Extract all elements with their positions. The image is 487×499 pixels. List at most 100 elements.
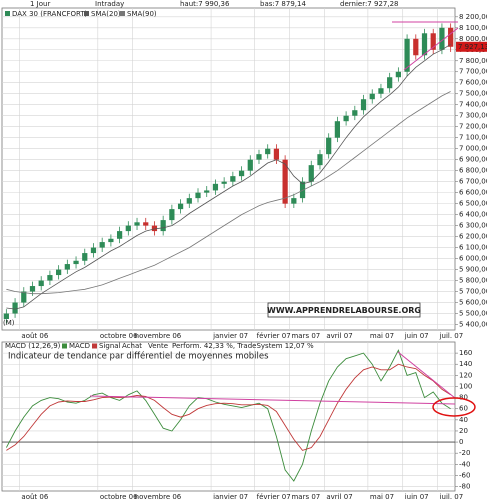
candle-body [3, 313, 9, 320]
x-tick-label: juin 07 [404, 332, 429, 340]
legend-swatch [62, 343, 67, 349]
x-tick-label: avril 07 [326, 332, 352, 340]
y-tick-label: -60 [459, 471, 470, 479]
x-tick-label: novembre 06 [135, 332, 182, 340]
candle-body [238, 170, 245, 177]
y-tick-label: 6 100,00 [459, 244, 487, 252]
candle-body [265, 148, 271, 155]
y-tick-label: 7 800,00 [459, 57, 487, 65]
y-tick-label: 7 000,00 [459, 145, 487, 153]
candle-body [421, 33, 428, 56]
y-tick-label: 80 [459, 394, 468, 402]
y-tick-label: 6 000,00 [459, 255, 487, 263]
y-tick-label: 5 400,00 [459, 321, 487, 329]
y-tick-label: 140 [459, 360, 472, 368]
x-tick-label: mars 07 [291, 332, 320, 340]
header-info: Intraday [95, 0, 124, 8]
y-tick-label: 40 [459, 416, 468, 424]
y-tick-label: 7 400,00 [459, 101, 487, 109]
x-tick-label: octobre 06 [100, 493, 138, 499]
candle-body [230, 176, 236, 182]
candle-body [47, 275, 53, 281]
candle-body [177, 203, 184, 210]
candle-body [21, 291, 27, 303]
header-info: 1 Jour [30, 0, 50, 8]
y-tick-label: 100 [459, 382, 472, 390]
y-tick-label: 6 300,00 [459, 222, 487, 230]
macd-line [6, 363, 451, 451]
candle-body [134, 222, 140, 226]
y-tick-label: 7 300,00 [459, 112, 487, 120]
x-tick-label: mai 07 [370, 332, 394, 340]
y-tick-label: 0 [459, 438, 463, 446]
header-info: bas:7 879,14 [260, 0, 306, 8]
candle-body [73, 260, 79, 265]
x-tick-label: avril 07 [326, 493, 352, 499]
y-tick-label: 7 100,00 [459, 134, 487, 142]
y-tick-label: 8 200,00 [459, 13, 487, 21]
candle-body [125, 225, 131, 232]
period-label: (M) [3, 319, 15, 327]
trend-line [403, 27, 459, 71]
legend-label: Achat [122, 342, 142, 350]
y-tick-label: 7 200,00 [459, 123, 487, 131]
candle-body [212, 183, 219, 191]
legend-label: MACD [69, 342, 90, 350]
y-tick-label: -80 [459, 483, 470, 491]
candle-body [439, 27, 445, 50]
y-tick-label: 6 400,00 [459, 211, 487, 219]
candle-body [99, 242, 105, 248]
sma-line [6, 43, 451, 310]
candle-body [29, 286, 36, 292]
candle-body [404, 38, 410, 72]
legend-swatch [92, 343, 97, 349]
candle-body [38, 280, 44, 287]
x-tick-label: juil. 07 [439, 332, 464, 340]
candle-body [413, 38, 419, 56]
last-price-label: 7 927,13 [458, 43, 487, 51]
candle-body [256, 154, 262, 160]
y-tick-label: 20 [459, 427, 468, 435]
header-info: dernier:7 927,28 [340, 0, 398, 8]
candle-body [82, 253, 88, 261]
trend-line [89, 395, 456, 405]
candle-body [247, 159, 253, 171]
candle-body [360, 99, 367, 111]
annotation: Indicateur de tendance par différentiel … [8, 351, 269, 362]
y-tick-label: 7 500,00 [459, 90, 487, 98]
candle-body [143, 222, 149, 226]
legend-label: MACD (12,26,9) [5, 342, 61, 350]
macd-panel [1, 341, 456, 492]
candle-body [108, 238, 114, 243]
y-tick-label: 5 800,00 [459, 277, 487, 285]
y-tick-label: -20 [459, 449, 470, 457]
x-tick-label: juil. 07 [439, 493, 464, 499]
watermark: WWW.APPRENDRELABOURSE.ORG [267, 306, 421, 315]
y-tick-label: 6 500,00 [459, 200, 487, 208]
x-tick-label: février 07 [257, 332, 291, 340]
candle-body [387, 77, 393, 89]
candle-body [317, 154, 323, 166]
candle-body [282, 159, 288, 204]
candle-body [291, 198, 297, 204]
candle-body [56, 269, 62, 276]
legend-swatch [84, 11, 89, 16]
y-tick-label: 120 [459, 371, 472, 379]
y-tick-label: 8 000,00 [459, 35, 487, 43]
header-info: haut:7 990,36 [180, 0, 230, 8]
candle-body [204, 190, 210, 193]
trend-line [397, 351, 456, 399]
x-tick-label: juin 07 [404, 493, 429, 499]
y-tick-label: 7 600,00 [459, 79, 487, 87]
last-price-box [456, 41, 487, 52]
candle-body [378, 88, 384, 94]
candle-body [369, 93, 375, 100]
watermark-box [267, 302, 421, 318]
legend-label: Signal [99, 342, 121, 350]
candle-body [160, 220, 166, 232]
candle-body [395, 71, 401, 78]
y-tick-label: 6 700,00 [459, 178, 487, 186]
y-tick-label: 5 500,00 [459, 310, 487, 318]
y-tick-label: 160 [459, 349, 472, 357]
candle-body [448, 27, 454, 47]
